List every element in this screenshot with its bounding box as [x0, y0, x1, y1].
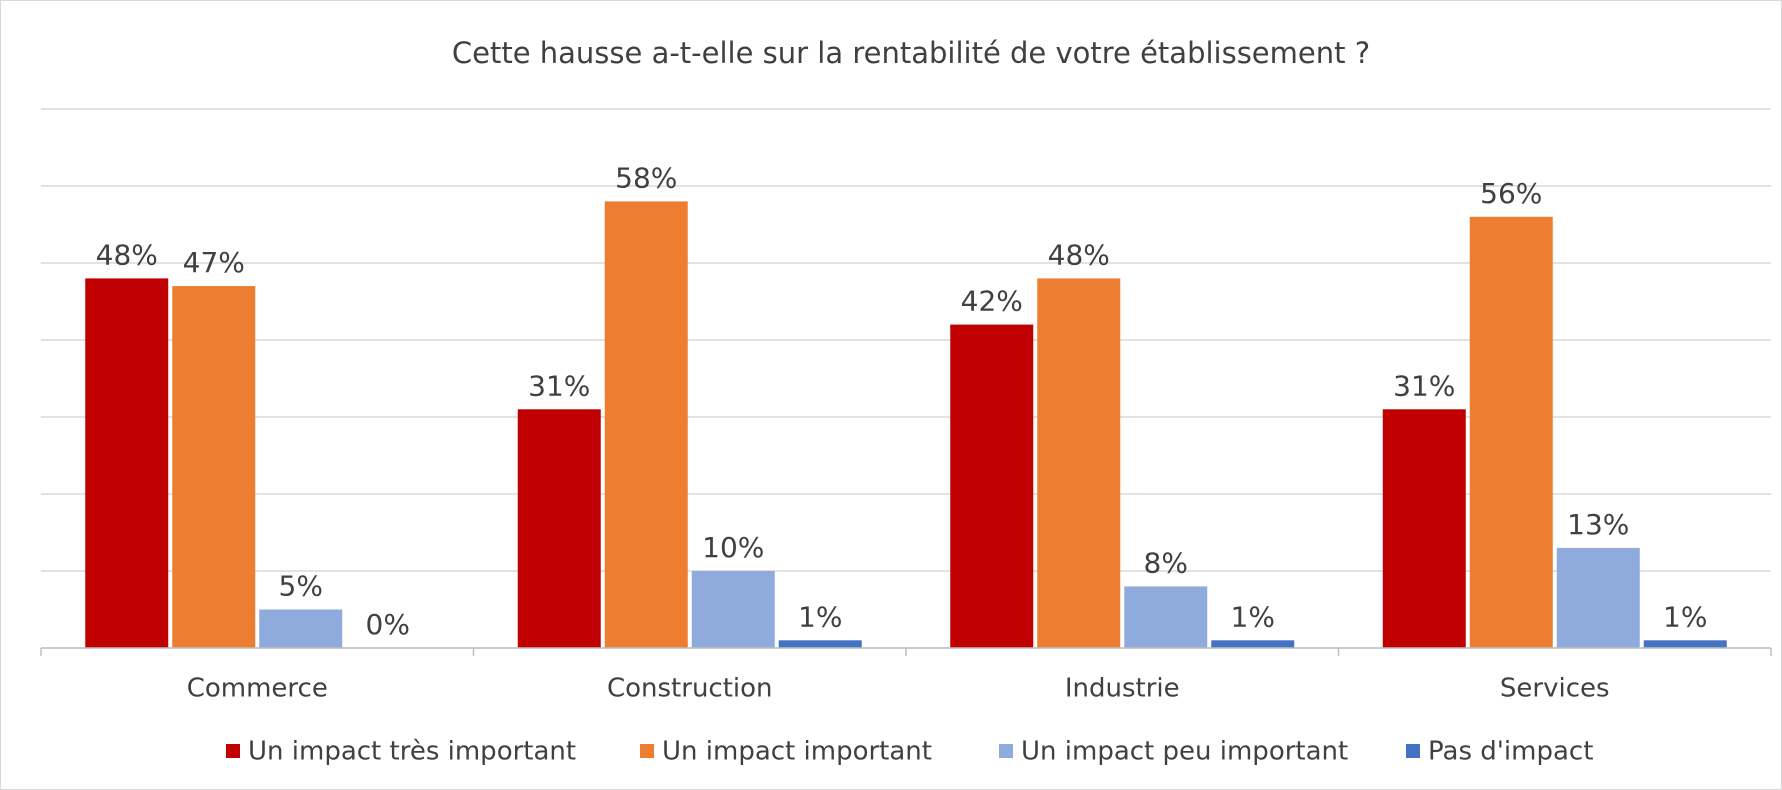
- legend-swatch: [226, 744, 240, 758]
- x-tick-label: Commerce: [187, 674, 328, 704]
- bar: [517, 409, 601, 648]
- legend-swatch: [999, 744, 1013, 758]
- bar: [85, 278, 169, 648]
- data-label: 10%: [702, 531, 764, 564]
- bar: [604, 201, 688, 648]
- legend-label: Un impact peu important: [1021, 737, 1348, 767]
- bar: [259, 609, 343, 648]
- legend-label: Un impact très important: [248, 737, 576, 767]
- data-label: 31%: [528, 369, 590, 402]
- bar: [1382, 409, 1466, 648]
- chart-title: Cette hausse a-t-elle sur la rentabilité…: [452, 36, 1370, 70]
- bar: [1037, 278, 1121, 648]
- x-tick-label: Industrie: [1065, 674, 1180, 704]
- data-label: 1%: [798, 600, 842, 633]
- bar: [1124, 586, 1208, 648]
- data-label: 31%: [1393, 369, 1455, 402]
- data-label: 42%: [961, 285, 1023, 318]
- data-label: 1%: [1663, 600, 1707, 633]
- data-label: 5%: [279, 570, 323, 603]
- legend-swatch: [640, 744, 654, 758]
- x-tick-label: Services: [1500, 674, 1610, 704]
- data-label: 47%: [183, 246, 245, 279]
- x-tick-label: Construction: [607, 674, 773, 704]
- bar: [778, 640, 862, 648]
- bar: [950, 324, 1034, 648]
- data-label: 48%: [96, 238, 158, 271]
- bar: [1643, 640, 1727, 648]
- bar: [1211, 640, 1295, 648]
- legend-swatch: [1406, 744, 1420, 758]
- bar: [1469, 216, 1553, 649]
- data-label: 0%: [366, 608, 410, 641]
- legend-label: Un impact important: [662, 737, 932, 767]
- data-label: 8%: [1144, 546, 1188, 579]
- data-label: 1%: [1231, 600, 1275, 633]
- data-label: 13%: [1567, 508, 1629, 541]
- data-label: 48%: [1048, 238, 1110, 271]
- data-label: 56%: [1480, 177, 1542, 210]
- data-label: 58%: [615, 161, 677, 194]
- bar: [691, 571, 775, 648]
- bar: [1556, 547, 1640, 648]
- legend-label: Pas d'impact: [1428, 737, 1593, 767]
- bar: [172, 286, 256, 648]
